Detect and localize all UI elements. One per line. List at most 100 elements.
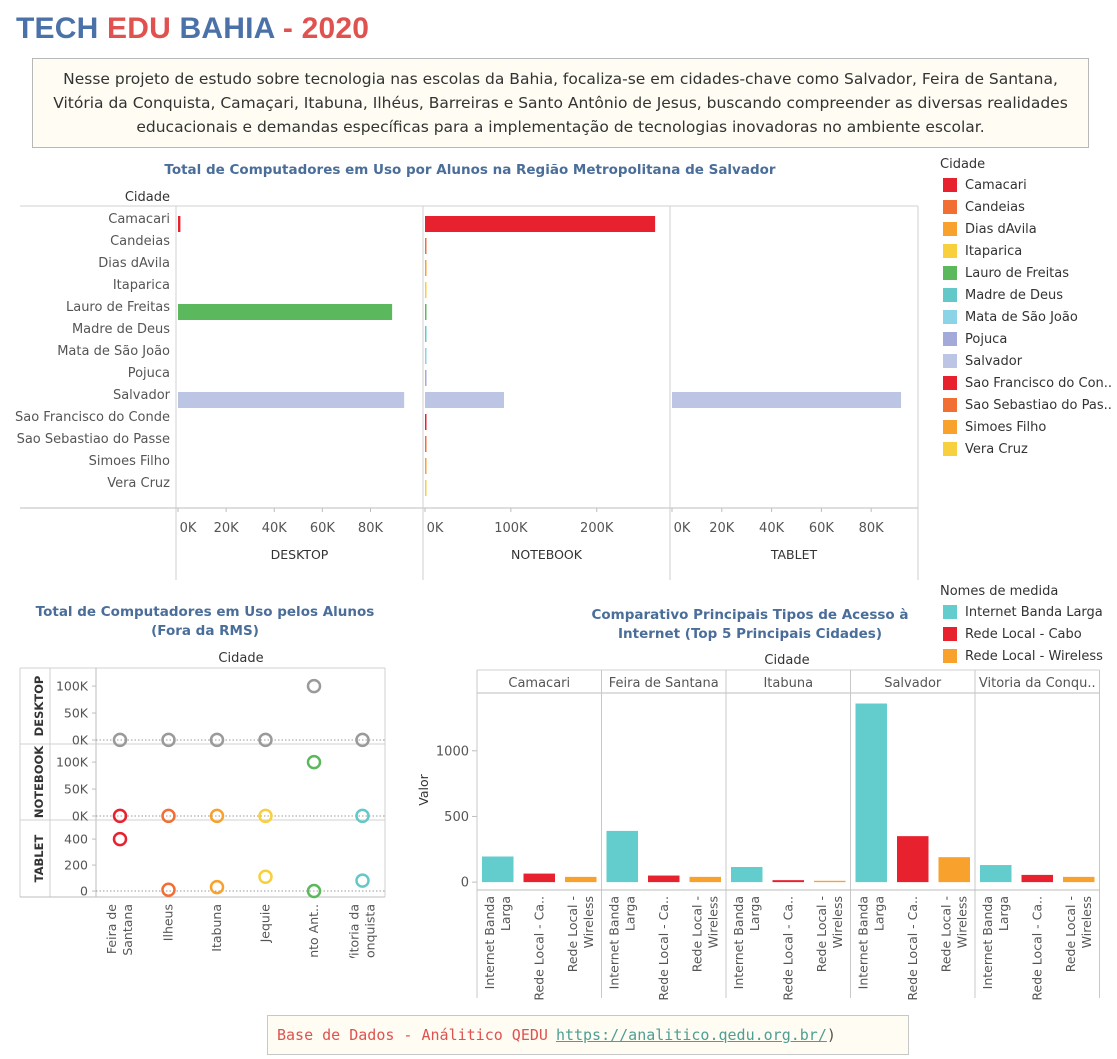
legend-label: Mata de São João xyxy=(965,309,1078,325)
row-label-vera-cruz: Vera Cruz xyxy=(107,476,170,491)
measure-label-salvador-rede-local-wireless: Rede Local - xyxy=(938,896,953,972)
measure-label-salvador-rede-local-wireless: Wireless xyxy=(954,896,969,948)
legend-label: Sao Sebastiao do Pas.. xyxy=(965,397,1112,413)
chart3-internet-access-bars: Cidade Valor 0 500 1000 Camacari Internet Band… xyxy=(416,653,1100,1001)
bar-notebook-salvador xyxy=(425,392,504,408)
bar-vitoria-da-conqu-rede-local-cabo xyxy=(1021,874,1053,883)
dot-desktop-vitoria-da-conquista xyxy=(355,732,370,748)
tick-label-1: 500 xyxy=(444,810,469,825)
legend-swatch xyxy=(943,310,957,324)
legend-cidade-candeias[interactable]: Candeias xyxy=(943,196,1112,218)
dot-tablet-vitoria-da-conquista xyxy=(355,873,370,888)
measure-label-salvador-internet-banda-larga: Larga xyxy=(871,896,886,931)
measure-label-feira-de-santana-internet-banda-larga: Larga xyxy=(622,896,637,931)
measure-label-vitoria-da-conqu-rede-local-cabo: Rede Local - Ca.. xyxy=(1029,896,1044,1001)
legend-cidade-vera-cruz[interactable]: Vera Cruz xyxy=(943,438,1112,460)
bar-notebook-lauro-de-freitas xyxy=(425,304,427,320)
row-label-simoes-filho: Simoes Filho xyxy=(89,454,170,469)
legend-cidade-mata-de-s-o-jo-o[interactable]: Mata de São João xyxy=(943,306,1112,328)
bar-notebook-pojuca xyxy=(425,370,427,386)
legend-cidade-camacari[interactable]: Camacari xyxy=(943,174,1112,196)
measure-label-itabuna-internet-banda-larga: Larga xyxy=(747,896,762,931)
legend-swatch xyxy=(943,288,957,302)
legend-label: Pojuca xyxy=(965,331,1008,347)
title-part-2: BAHIA xyxy=(170,12,275,45)
bar-notebook-itaparica xyxy=(425,282,427,298)
legend-cidade-pojuca[interactable]: Pojuca xyxy=(943,328,1112,350)
dot-notebook-ilheus xyxy=(161,808,176,824)
legend-cidade-lauro-de-freitas[interactable]: Lauro de Freitas xyxy=(943,262,1112,284)
bar-notebook-sao-francisco-do-conde xyxy=(425,414,427,430)
measure-label-feira-de-santana-rede-local-wireless: Rede Local - xyxy=(689,896,704,972)
legend-cidade-itaparica[interactable]: Itaparica xyxy=(943,240,1112,262)
column-header: Cidade xyxy=(764,653,809,668)
legend-label: Internet Banda Larga xyxy=(965,604,1103,620)
tick-label-tablet-4: 80K xyxy=(859,521,885,536)
legend-cidade-sao-francisco-do-con[interactable]: Sao Francisco do Con.. xyxy=(943,372,1112,394)
measure-label-camacari-rede-local-cabo: Rede Local - Ca.. xyxy=(531,896,546,1001)
row-label-salvador: Salvador xyxy=(113,388,171,403)
legend-cidade-salvador[interactable]: Salvador xyxy=(943,350,1112,372)
measure-label-vitoria-da-conqu-rede-local-wireless: Rede Local - xyxy=(1063,896,1078,972)
tick-label-notebook-2: 100K xyxy=(56,755,89,770)
tick-label-notebook-1: 100K xyxy=(494,521,528,536)
panel-label-desktop: DESKTOP xyxy=(271,547,329,562)
legend-swatch xyxy=(943,266,957,280)
legend-label: Rede Local - Wireless xyxy=(965,648,1103,664)
legend-cidade-dias-davila[interactable]: Dias dAvila xyxy=(943,218,1112,240)
bar-notebook-vera-cruz xyxy=(425,480,427,496)
row-label-desktop: DESKTOP xyxy=(32,676,46,737)
legend-label: Dias dAvila xyxy=(965,221,1037,237)
measure-label-feira-de-santana-rede-local-cabo: Rede Local - Ca.. xyxy=(656,896,671,1001)
legend-medida-rede-local-wireless[interactable]: Rede Local - Wireless xyxy=(943,645,1103,667)
measure-label-vitoria-da-conqu-rede-local-wireless: Wireless xyxy=(1079,896,1094,948)
row-label-candeias: Candeias xyxy=(110,234,170,249)
dot-notebook-vitoria-da-conquista xyxy=(355,808,370,824)
source-link[interactable]: https://analitico.qedu.org.br/ xyxy=(555,1026,827,1044)
tick-label-tablet-0: 0 xyxy=(80,884,88,899)
legend-swatch xyxy=(943,627,957,641)
legend-medida-rede-local-cabo[interactable]: Rede Local - Cabo xyxy=(943,623,1103,645)
tick-label-desktop-0: 0K xyxy=(72,733,89,748)
bar-itabuna-rede-local-cabo xyxy=(772,880,804,883)
legend-swatch xyxy=(943,332,957,346)
legend-medida-internet-banda-larga[interactable]: Internet Banda Larga xyxy=(943,601,1103,623)
bar-notebook-candeias xyxy=(425,238,427,254)
dot-desktop-jequie xyxy=(258,732,273,748)
legend-cidade-madre-de-deus[interactable]: Madre de Deus xyxy=(943,284,1112,306)
dot-desktop-feira-de-santana xyxy=(112,732,128,748)
legend-label: Sao Francisco do Con.. xyxy=(965,375,1113,391)
legend-cidade-sao-sebastiao-do-pas[interactable]: Sao Sebastiao do Pas.. xyxy=(943,394,1112,416)
bar-notebook-dias-davila xyxy=(425,260,427,276)
tick-label-desktop-2: 40K xyxy=(262,521,288,536)
group-label-vitoria-da-conqu: Vitoria da Conqu.. xyxy=(979,676,1096,691)
category-label-vitoria-da-conquista: Conquista xyxy=(363,904,378,958)
bar-desktop-salvador xyxy=(178,392,405,408)
legend-cidade-title: Cidade xyxy=(940,157,986,172)
panel-label-notebook: NOTEBOOK xyxy=(511,547,583,562)
tick-label-notebook-1: 50K xyxy=(64,782,89,797)
legend-swatch xyxy=(943,178,957,192)
bar-camacari-rede-local-cabo xyxy=(523,873,555,883)
legend-label: Lauro de Freitas xyxy=(965,265,1070,281)
bar-notebook-camacari xyxy=(425,216,656,232)
row-label-madre-de-deus: Madre de Deus xyxy=(72,322,170,337)
measure-label-salvador-internet-banda-larga: Internet Banda xyxy=(855,896,870,989)
category-label-jequie: Jequie xyxy=(258,904,273,944)
bar-salvador-rede-local-cabo xyxy=(897,836,929,883)
dot-notebook-santo-ant xyxy=(306,754,322,770)
group-label-itabuna: Itabuna xyxy=(763,676,813,691)
row-header: Cidade xyxy=(125,190,170,205)
row-label-notebook: NOTEBOOK xyxy=(32,745,46,818)
bar-salvador-internet-banda-larga xyxy=(855,703,887,883)
category-label-ilheus: Ilheus xyxy=(161,904,176,941)
group-label-salvador: Salvador xyxy=(884,676,942,691)
bar-feira-de-santana-internet-banda-larga xyxy=(606,830,638,883)
measure-label-vitoria-da-conqu-internet-banda-larga: Internet Banda xyxy=(980,896,995,989)
tick-label-desktop-0: 0K xyxy=(180,521,197,536)
tick-label-tablet-1: 20K xyxy=(709,521,735,536)
legend-cidade-simoes-filho[interactable]: Simoes Filho xyxy=(943,416,1112,438)
legend-medida-title: Nomes de medida xyxy=(940,584,1059,599)
legend-label: Vera Cruz xyxy=(965,441,1028,457)
tick-label-tablet-0: 0K xyxy=(674,521,691,536)
